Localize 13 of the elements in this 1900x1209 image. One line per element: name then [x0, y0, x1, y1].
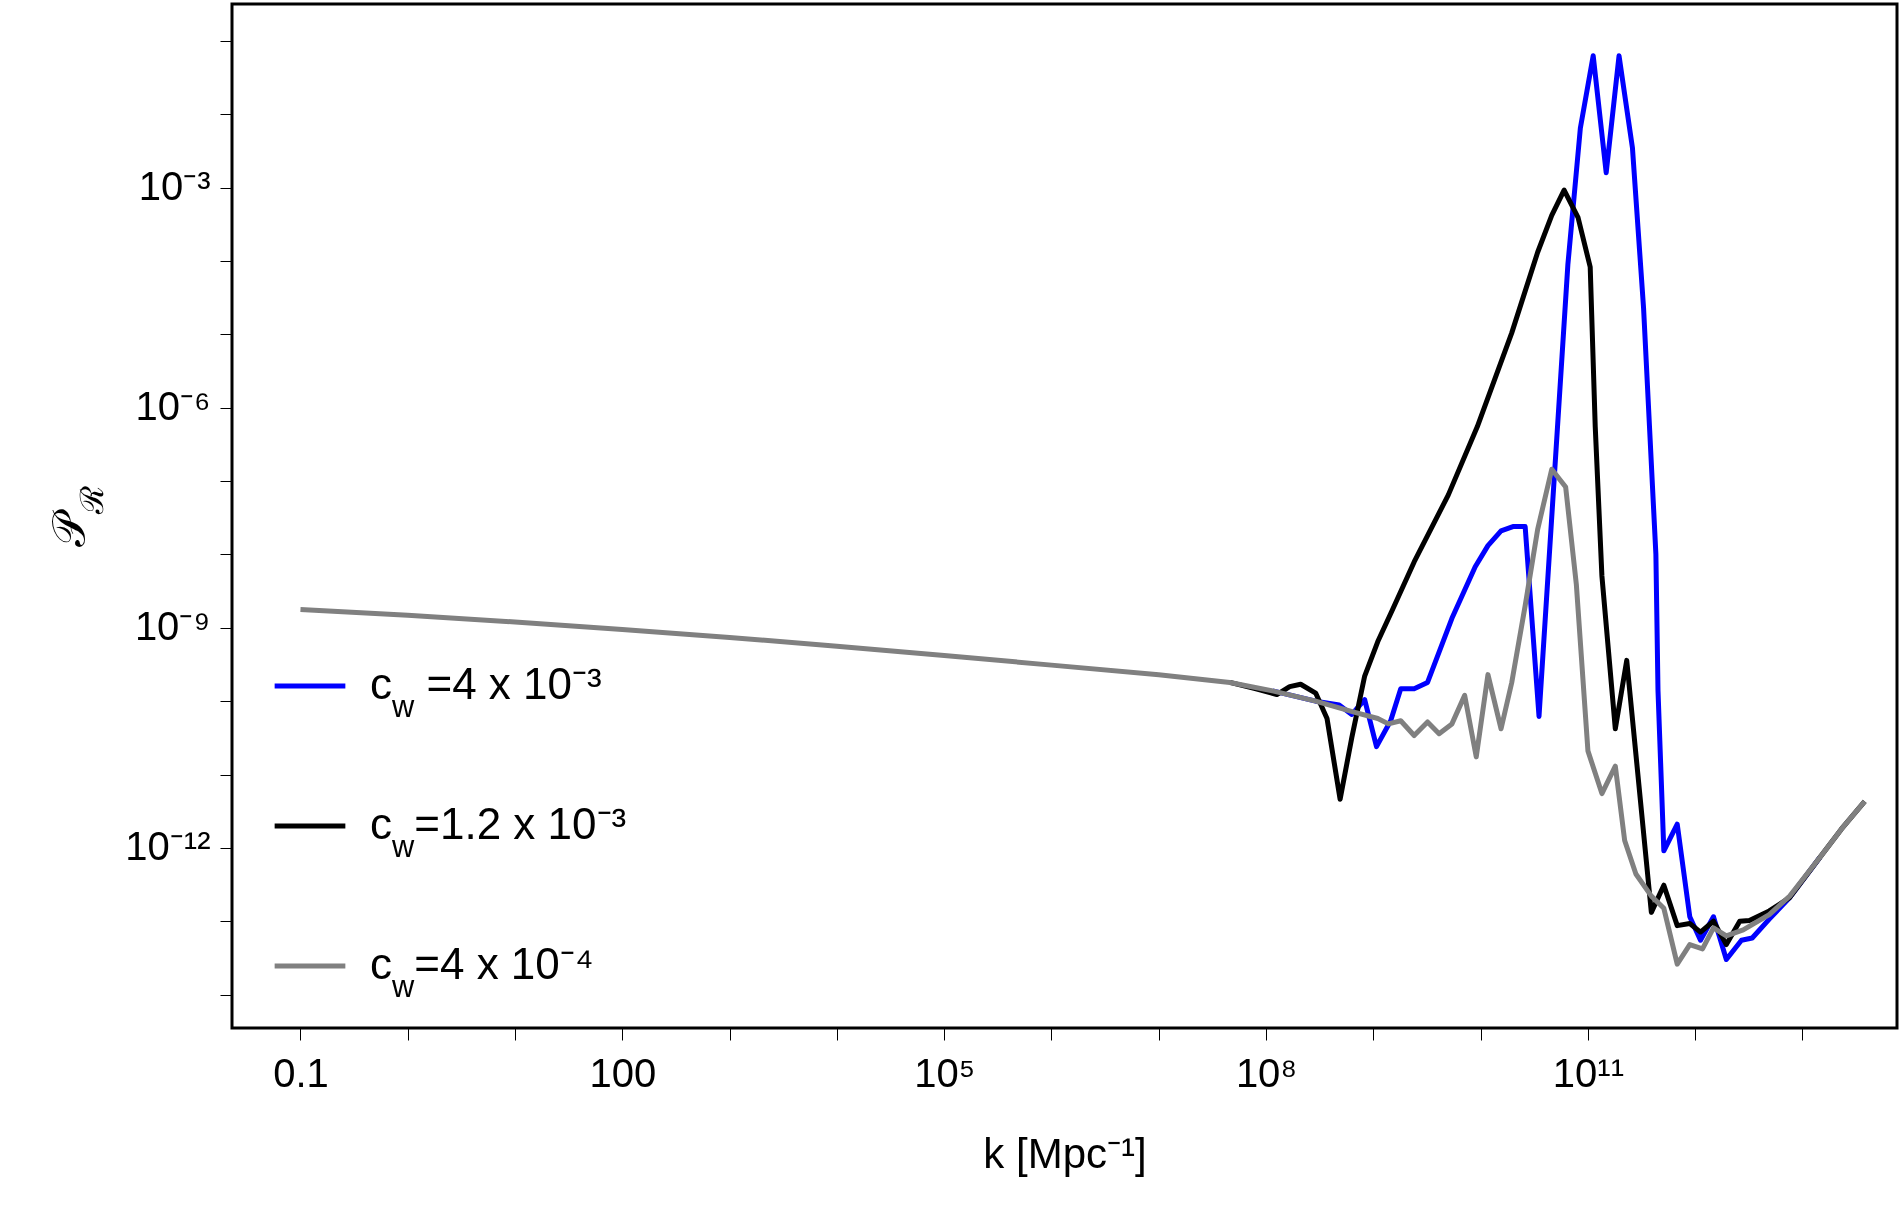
y-tick-label: 10⁻¹² [125, 824, 211, 869]
y-tick-label: 10⁻⁶ [135, 384, 211, 429]
x-axis-title: k [Mpc⁻¹] [983, 1129, 1147, 1177]
legend-label: c$_{w}$ =4 x 10⁻³ [370, 659, 602, 724]
x-tick-label: 10⁸ [1235, 1050, 1298, 1095]
x-tick-label: 10¹¹ [1552, 1050, 1624, 1095]
x-tick-label: 0.1 [273, 1050, 329, 1095]
legend-label: c$_{w}$=1.2 x 10⁻³ [370, 799, 627, 864]
y-tick-label: 10⁻⁹ [134, 604, 211, 649]
x-tick-label: 100 [589, 1050, 657, 1095]
y-tick-label: 10⁻³ [138, 164, 211, 209]
legend-label: c$_{w}$=4 x 10⁻⁴ [370, 939, 594, 1004]
x-tick-label: 10⁵ [914, 1050, 976, 1095]
